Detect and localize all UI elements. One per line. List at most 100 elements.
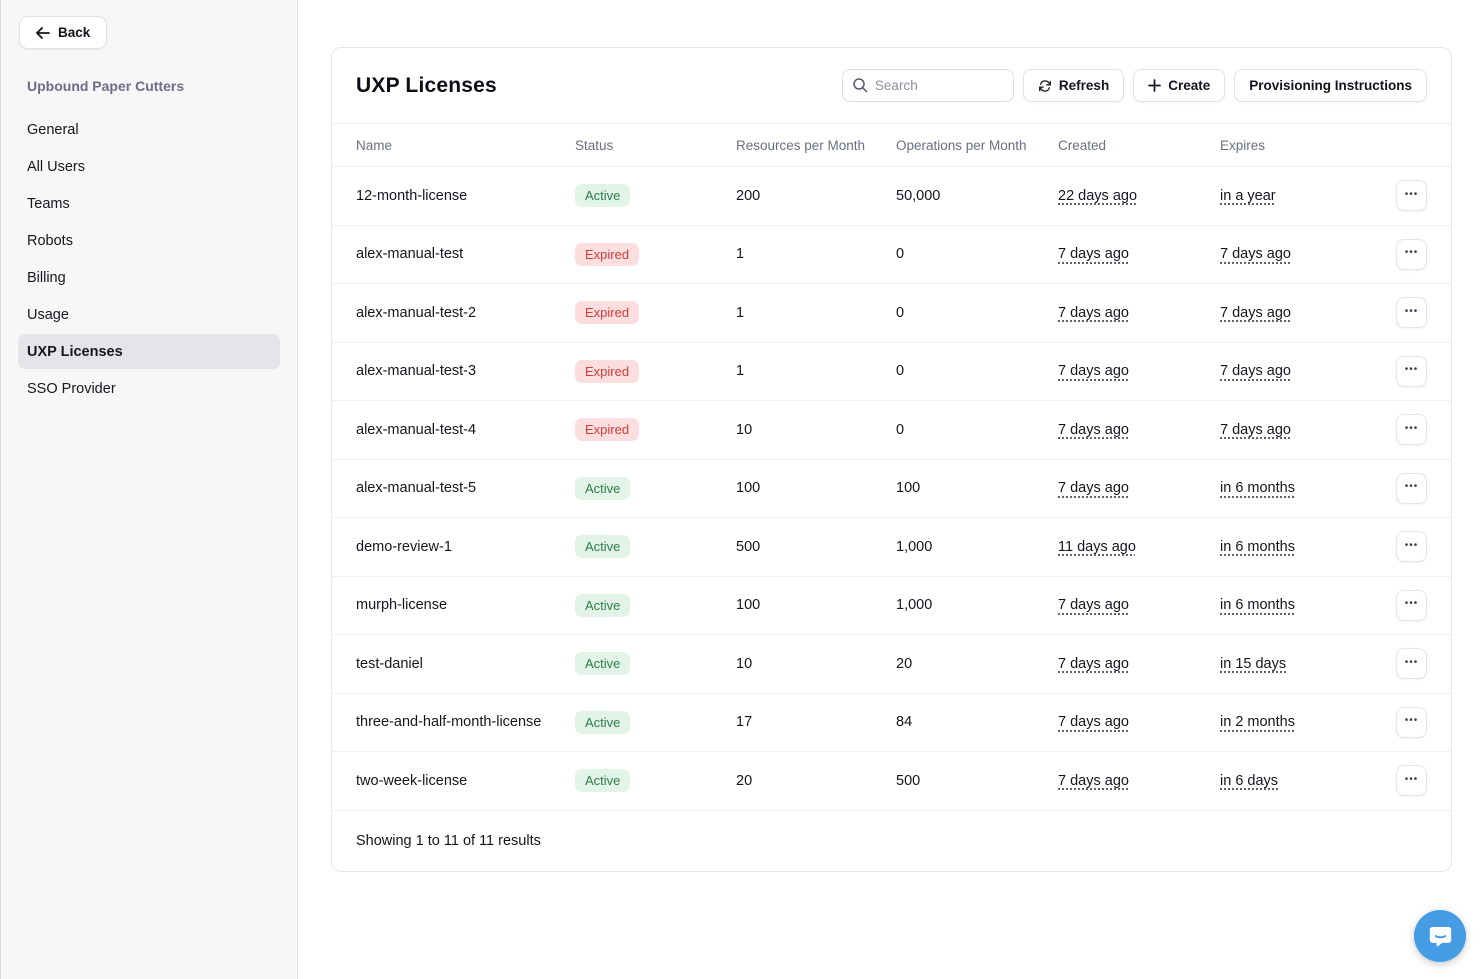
operations-per-month-value: 0 <box>896 246 905 263</box>
table-row: alex-manual-test-2 Expired 1 0 7 days ag… <box>332 284 1451 343</box>
license-name: three-and-half-month-license <box>356 714 542 731</box>
chat-launcher-button[interactable] <box>1414 910 1466 962</box>
row-actions-button[interactable]: ••• <box>1396 765 1427 797</box>
sidebar-item-teams[interactable]: Teams <box>27 195 70 212</box>
refresh-button[interactable]: Refresh <box>1022 69 1125 102</box>
sidebar-item-uxp-licenses[interactable]: UXP Licenses <box>18 334 280 369</box>
sidebar-item-usage[interactable]: Usage <box>27 306 69 323</box>
back-button[interactable]: Back <box>19 16 108 49</box>
expires-value: 7 days ago <box>1220 421 1291 438</box>
search-box <box>841 69 1014 102</box>
resources-per-month-value: 200 <box>736 187 761 204</box>
resources-per-month-value: 1 <box>736 363 745 380</box>
resources-per-month-value: 1 <box>736 246 745 263</box>
status-badge: Expired <box>575 242 640 266</box>
column-header-created: Created <box>1058 137 1107 153</box>
resources-per-month-value: 1 <box>736 304 745 321</box>
main-content: UXP Licenses Refresh Create Provisioning… <box>298 0 1484 979</box>
operations-per-month-value: 50,000 <box>896 187 941 204</box>
sidebar-item-robots[interactable]: Robots <box>27 232 73 249</box>
table-row: murph-license Active 100 1,000 7 days ag… <box>332 577 1451 635</box>
created-value: 7 days ago <box>1058 363 1129 380</box>
ellipsis-icon: ••• <box>1404 715 1419 727</box>
create-label: Create <box>1168 78 1211 93</box>
ellipsis-icon: ••• <box>1404 364 1419 376</box>
status-badge: Active <box>575 476 631 500</box>
status-badge: Active <box>575 652 631 676</box>
sidebar-item-general[interactable]: General <box>27 121 79 138</box>
licenses-card: UXP Licenses Refresh Create Provisioning… <box>331 47 1452 872</box>
operations-per-month-value: 100 <box>896 480 921 497</box>
operations-per-month-value: 20 <box>896 655 913 672</box>
operations-per-month-value: 0 <box>896 304 905 321</box>
ellipsis-icon: ••• <box>1404 247 1419 259</box>
row-actions-button[interactable]: ••• <box>1396 589 1427 621</box>
ellipsis-icon: ••• <box>1404 305 1419 317</box>
resources-per-month-value: 20 <box>736 772 753 789</box>
toolbar: Refresh Create Provisioning Instructions <box>841 69 1427 102</box>
row-actions-button[interactable]: ••• <box>1396 472 1427 504</box>
row-actions-button[interactable]: ••• <box>1396 706 1427 738</box>
status-badge: Expired <box>575 301 640 325</box>
provisioning-label: Provisioning Instructions <box>1249 78 1412 93</box>
sidebar-item-billing[interactable]: Billing <box>27 269 66 286</box>
column-header-status: Status <box>575 137 614 153</box>
expires-value: 7 days ago <box>1220 363 1291 380</box>
ellipsis-icon: ••• <box>1404 481 1419 493</box>
operations-per-month-value: 0 <box>896 421 905 438</box>
row-actions-button[interactable]: ••• <box>1396 238 1427 270</box>
row-actions-button[interactable]: ••• <box>1396 355 1427 387</box>
created-value: 7 days ago <box>1058 597 1129 614</box>
created-value: 7 days ago <box>1058 772 1129 789</box>
ellipsis-icon: ••• <box>1404 422 1419 434</box>
results-summary: Showing 1 to 11 of 11 results <box>356 832 541 849</box>
table-row: 12-month-license Active 200 50,000 22 da… <box>332 167 1451 226</box>
license-name: test-daniel <box>356 655 423 672</box>
expires-value: in a year <box>1220 187 1276 204</box>
table-row: alex-manual-test-4 Expired 10 0 7 days a… <box>332 401 1451 460</box>
card-header: UXP Licenses Refresh Create Provisioning… <box>332 48 1451 123</box>
resources-per-month-value: 17 <box>736 714 753 731</box>
created-value: 7 days ago <box>1058 246 1129 263</box>
search-input[interactable] <box>841 69 1014 102</box>
row-actions-button[interactable]: ••• <box>1396 180 1427 212</box>
org-title: Upbound Paper Cutters <box>27 78 185 94</box>
resources-per-month-value: 100 <box>736 480 761 497</box>
created-value: 7 days ago <box>1058 655 1129 672</box>
license-name: alex-manual-test <box>356 246 464 263</box>
expires-value: in 6 months <box>1220 538 1295 555</box>
expires-value: in 6 months <box>1220 480 1295 497</box>
table-row: alex-manual-test-3 Expired 1 0 7 days ag… <box>332 343 1451 401</box>
operations-per-month-value: 84 <box>896 714 913 731</box>
sidebar-nav: Upbound Paper Cutters General All Users Te… <box>1 75 297 408</box>
operations-per-month-value: 1,000 <box>896 597 933 614</box>
ellipsis-icon: ••• <box>1404 539 1419 551</box>
table-header: Name Status Resources per Month Operatio… <box>332 123 1451 167</box>
plus-icon <box>1148 79 1162 92</box>
column-header-operations: Operations per Month <box>896 137 1027 153</box>
ellipsis-icon: ••• <box>1404 188 1419 200</box>
status-badge: Expired <box>575 418 640 442</box>
refresh-label: Refresh <box>1058 78 1110 93</box>
sidebar-item-all-users[interactable]: All Users <box>27 158 86 175</box>
operations-per-month-value: 500 <box>896 772 921 789</box>
create-button[interactable]: Create <box>1133 69 1226 102</box>
table-row: three-and-half-month-license Active 17 8… <box>332 694 1451 752</box>
expires-value: 7 days ago <box>1220 304 1291 321</box>
license-name: murph-license <box>356 597 448 614</box>
sidebar-item-sso-provider[interactable]: SSO Provider <box>27 380 116 397</box>
provisioning-instructions-button[interactable]: Provisioning Instructions <box>1234 69 1427 102</box>
expires-value: in 6 days <box>1220 772 1279 789</box>
license-name: two-week-license <box>356 772 468 789</box>
created-value: 11 days ago <box>1058 538 1136 555</box>
refresh-icon <box>1039 79 1051 92</box>
license-name: alex-manual-test-2 <box>356 304 477 321</box>
created-value: 7 days ago <box>1058 480 1129 497</box>
expires-value: 7 days ago <box>1220 246 1291 263</box>
row-actions-button[interactable]: ••• <box>1396 648 1427 680</box>
row-actions-button[interactable]: ••• <box>1396 297 1427 329</box>
row-actions-button[interactable]: ••• <box>1396 531 1427 563</box>
row-actions-button[interactable]: ••• <box>1396 414 1427 446</box>
expires-value: in 6 months <box>1220 597 1295 614</box>
search-icon <box>853 78 868 93</box>
